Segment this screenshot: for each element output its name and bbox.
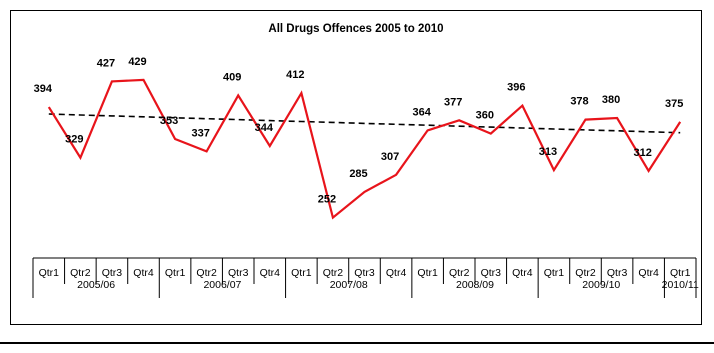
year-tick-label: 2009/10 — [582, 279, 620, 291]
quarter-tick-label: Qtr4 — [638, 267, 659, 279]
quarter-tick-label: Qtr3 — [481, 267, 502, 279]
data-label: 394 — [34, 83, 53, 95]
series-layer — [47, 78, 682, 220]
data-label: 285 — [349, 168, 367, 180]
quarter-tick-label: Qtr4 — [512, 267, 533, 279]
data-label: 396 — [507, 82, 525, 94]
quarter-tick-label: Qtr2 — [196, 267, 217, 279]
year-tick-label: 2005/06 — [77, 279, 115, 291]
data-label: 252 — [318, 194, 336, 206]
quarter-tick-label: Qtr3 — [354, 267, 375, 279]
data-label: 360 — [476, 110, 494, 122]
data-label: 337 — [191, 127, 209, 139]
data-label: 378 — [570, 96, 588, 108]
quarter-tick-label: Qtr2 — [70, 267, 91, 279]
trendline-layer — [48, 113, 681, 134]
year-tick-label: 2007/08 — [330, 279, 368, 291]
year-tick-label: 2006/07 — [203, 279, 241, 291]
data-label: 329 — [65, 134, 83, 146]
quarter-tick-label: Qtr2 — [449, 267, 470, 279]
data-label: 312 — [633, 147, 651, 159]
data-label: 364 — [412, 106, 431, 118]
quarter-tick-label: Qtr1 — [670, 267, 691, 279]
quarter-tick-label: Qtr2 — [323, 267, 344, 279]
chart-frame — [10, 10, 702, 325]
quarter-tick-label: Qtr3 — [102, 267, 123, 279]
quarter-tick-label: Qtr1 — [39, 267, 60, 279]
quarter-tick-label: Qtr4 — [133, 267, 154, 279]
quarter-tick-label: Qtr2 — [575, 267, 596, 279]
data-label: 344 — [255, 122, 274, 134]
series-line — [47, 78, 682, 220]
quarter-tick-label: Qtr1 — [165, 267, 186, 279]
data-label: 412 — [286, 69, 304, 81]
quarter-tick-label: Qtr1 — [417, 267, 438, 279]
quarter-tick-label: Qtr3 — [607, 267, 628, 279]
category-axis-table: Qtr1 Qtr2 Qtr3 Qtr4 Qtr1 Qtr2 Qtr3 Qtr4 Qtr1 Qtr2… — [32, 257, 699, 298]
quarter-tick-label: Qtr4 — [260, 267, 281, 279]
data-label-layer: 394 329 427 429 353 337 409 344 412 252 285 307 364 3… — [34, 56, 684, 206]
quarter-tick-label: Qtr4 — [386, 267, 407, 279]
page-bottom-rule — [0, 342, 714, 344]
data-label: 375 — [665, 98, 683, 110]
data-label: 377 — [444, 96, 462, 108]
quarter-tick-label: Qtr1 — [544, 267, 565, 279]
data-label: 380 — [602, 94, 620, 106]
data-label: 307 — [381, 151, 399, 163]
quarter-tick-label: Qtr3 — [228, 267, 249, 279]
year-tick-label: 2010/11 — [662, 279, 699, 291]
trendline — [48, 113, 681, 134]
year-tick-label: 2008/09 — [456, 279, 494, 291]
data-label: 409 — [223, 71, 241, 83]
data-label: 427 — [97, 57, 115, 69]
chart-title: All Drugs Offences 2005 to 2010 — [268, 23, 443, 35]
data-label: 429 — [128, 56, 146, 68]
quarter-tick-label: Qtr1 — [291, 267, 312, 279]
data-label: 353 — [160, 115, 178, 127]
data-label: 313 — [539, 146, 557, 158]
